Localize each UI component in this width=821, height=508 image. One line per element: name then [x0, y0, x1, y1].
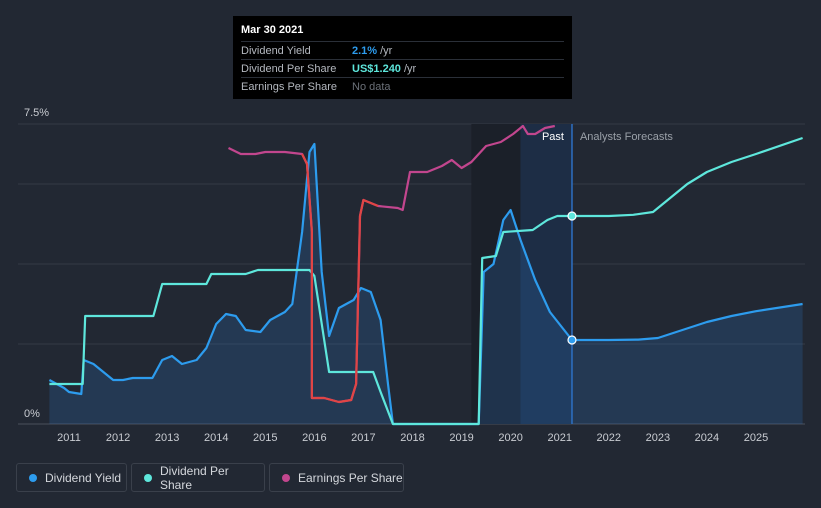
x-tick-label: 2015	[253, 432, 277, 444]
tooltip-row-dividend-per-share: Dividend Per Share US$1.240 /yr	[241, 59, 564, 77]
tooltip-label: Earnings Per Share	[241, 80, 337, 93]
x-tick-label: 2012	[106, 432, 130, 444]
x-tick-label: 2021	[547, 432, 571, 444]
tooltip-value: No data	[352, 80, 391, 93]
current-point-marker	[567, 335, 577, 345]
legend-label: Dividend Per Share	[160, 463, 229, 492]
tooltip-value: 2.1%	[352, 44, 378, 57]
forecast-label: Analysts Forecasts	[580, 131, 673, 143]
current-shade	[520, 124, 572, 424]
legend-dividend-yield[interactable]: Dividend Yield	[16, 463, 127, 492]
legend-label: Dividend Yield	[45, 470, 122, 485]
tooltip-value: US$1.240	[352, 62, 401, 75]
tooltip-row-dividend-yield: Dividend Yield 2.1% /yr	[241, 41, 564, 59]
axis-labels: 0% 7.5% 2011 2012 2013 2014 2015 2016 2017 2018 20…	[24, 107, 768, 444]
legend-earnings-per-share[interactable]: Earnings Per Share	[269, 463, 404, 492]
past-label: Past	[542, 131, 564, 143]
x-tick-label: 2018	[400, 432, 424, 444]
x-tick-label: 2020	[498, 432, 522, 444]
legend-dot-icon	[144, 473, 152, 482]
legend-label: Earnings Per Share	[298, 470, 403, 485]
tooltip-date: Mar 30 2021	[241, 24, 304, 36]
tooltip: Mar 30 2021 Dividend Yield 2.1% /yr Divi…	[233, 16, 572, 99]
x-tick-label: 2025	[744, 432, 768, 444]
x-tick-label: 2023	[646, 432, 670, 444]
earnings-per-share-segment	[301, 153, 379, 404]
x-tick-label: 2022	[597, 432, 621, 444]
legend-dot-icon	[29, 473, 37, 482]
x-tick-label: 2017	[351, 432, 375, 444]
current-markers	[567, 211, 577, 345]
gridlines	[18, 123, 805, 425]
tooltip-unit: /yr	[403, 62, 417, 75]
tooltip-label: Dividend Per Share	[241, 62, 337, 75]
x-tick-label: 2016	[302, 432, 326, 444]
current-point-marker	[567, 211, 577, 221]
tooltip-row-earnings-per-share: Earnings Per Share No data	[241, 77, 564, 95]
legend-dot-icon	[282, 473, 290, 482]
x-tick-label: 2024	[695, 432, 719, 444]
y-tick-label: 0%	[24, 408, 40, 420]
x-tick-label: 2013	[155, 432, 179, 444]
past-region	[471, 124, 573, 424]
x-tick-label: 2019	[449, 432, 473, 444]
x-tick-label: 2014	[204, 432, 228, 444]
legend-dividend-per-share[interactable]: Dividend Per Share	[131, 463, 265, 492]
dividend-yield-area	[49, 144, 803, 424]
dividend-per-share-line	[49, 136, 803, 426]
tooltip-unit: /yr	[380, 44, 393, 57]
x-tick-label: 2011	[57, 432, 81, 444]
series-lines	[48, 124, 803, 426]
y-tick-label: 7.5%	[24, 107, 49, 119]
dividend-yield-line	[48, 142, 803, 426]
tooltip-label: Dividend Yield	[241, 44, 311, 57]
